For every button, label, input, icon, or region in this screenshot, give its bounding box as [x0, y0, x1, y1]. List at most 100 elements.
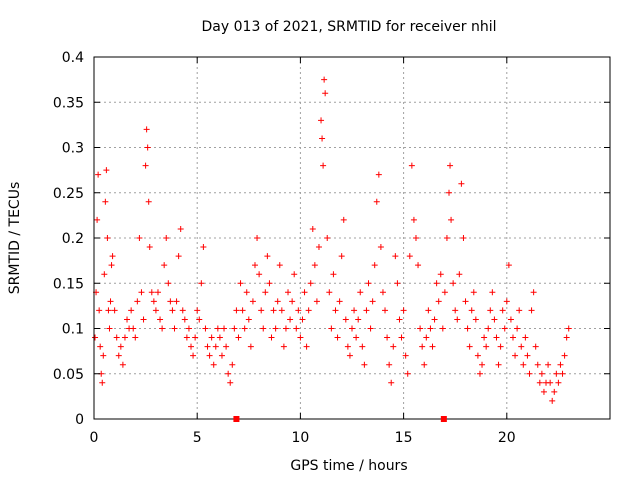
y-tick-label: 0.15: [53, 276, 84, 292]
data-point: [239, 307, 246, 314]
data-point: [349, 325, 355, 332]
data-point: [369, 298, 376, 305]
data-point: [417, 325, 424, 332]
data-point: [555, 379, 562, 386]
data-point: [100, 352, 107, 359]
data-point: [144, 144, 151, 151]
data-point: [270, 307, 277, 314]
data-point: [251, 262, 258, 269]
data-point: [152, 307, 159, 314]
data-point: [392, 253, 399, 260]
data-point: [218, 352, 225, 359]
data-point: [516, 307, 523, 314]
data-point: [545, 361, 552, 368]
data-point: [384, 334, 391, 341]
data-point: [520, 361, 527, 368]
data-point: [241, 325, 248, 332]
data-point: [437, 271, 444, 278]
data-point: [266, 280, 273, 287]
data-point: [163, 235, 170, 241]
bottom-markers: [233, 416, 447, 422]
x-tick-label: 10: [291, 430, 309, 446]
data-point: [553, 370, 560, 377]
data-point: [330, 271, 337, 278]
data-point: [450, 280, 457, 287]
data-point: [223, 343, 230, 350]
data-point: [340, 216, 347, 223]
data-point: [206, 352, 213, 359]
data-point: [427, 325, 434, 332]
data-point: [538, 370, 545, 377]
data-point: [287, 316, 294, 323]
data-point: [124, 316, 131, 323]
data-point: [429, 343, 436, 350]
data-point: [338, 253, 345, 260]
data-point: [243, 289, 250, 296]
data-point: [274, 298, 281, 305]
data-point: [301, 289, 308, 296]
chart-title: Day 013 of 2021, SRMTID for receiver nhi…: [202, 19, 497, 35]
data-point: [231, 325, 238, 332]
data-points: [92, 76, 572, 404]
data-point: [481, 334, 488, 341]
data-point: [400, 307, 407, 314]
data-point: [134, 298, 141, 305]
data-point: [92, 334, 99, 341]
data-point: [518, 343, 525, 350]
data-point: [291, 271, 298, 278]
y-axis-label: SRMTID / TECUs: [7, 182, 23, 295]
data-point: [464, 325, 471, 332]
data-point: [289, 298, 296, 305]
data-point: [493, 334, 500, 341]
data-point: [268, 334, 275, 341]
data-point: [208, 334, 215, 341]
data-point: [472, 316, 479, 323]
data-point: [111, 307, 118, 314]
data-point: [346, 352, 353, 359]
plot-frame: [93, 56, 611, 420]
data-point: [198, 280, 205, 287]
data-point: [117, 343, 124, 350]
data-point: [503, 298, 510, 305]
data-point: [363, 307, 370, 314]
data-point: [530, 289, 537, 296]
data-point: [119, 361, 126, 368]
data-point: [311, 262, 318, 269]
data-point: [447, 162, 454, 169]
data-point: [353, 334, 360, 341]
data-point: [423, 334, 430, 341]
data-point: [501, 325, 508, 332]
data-point: [470, 289, 477, 296]
data-point: [446, 189, 453, 196]
x-tick-label: 20: [498, 430, 516, 446]
data-point: [200, 244, 207, 251]
data-point: [357, 289, 364, 296]
data-point: [307, 280, 314, 287]
data-point: [454, 316, 461, 323]
data-point: [549, 397, 556, 404]
data-point: [439, 325, 446, 332]
data-point: [245, 316, 252, 323]
data-point: [359, 343, 366, 350]
data-point: [495, 361, 502, 368]
data-point: [309, 225, 316, 232]
data-point: [425, 307, 432, 314]
data-point: [145, 198, 152, 205]
data-point: [443, 235, 450, 241]
data-point: [106, 325, 113, 332]
data-point: [237, 280, 244, 287]
data-point: [547, 379, 554, 386]
data-point: [524, 352, 531, 359]
data-point: [563, 334, 570, 341]
data-point: [194, 307, 201, 314]
data-point: [196, 316, 203, 323]
axis-marker: [233, 416, 240, 422]
tick-labels: 0 0.05 0.1 0.15 0.2 0.25 0.3 0.35 0.4 0 5 10 15 20: [53, 50, 516, 446]
y-tick-label: 0.3: [62, 141, 84, 157]
data-point: [192, 334, 199, 341]
data-point: [379, 289, 386, 296]
data-point: [221, 325, 228, 332]
data-point: [394, 280, 401, 287]
y-tick-label: 0.4: [62, 50, 84, 66]
data-point: [388, 379, 395, 386]
